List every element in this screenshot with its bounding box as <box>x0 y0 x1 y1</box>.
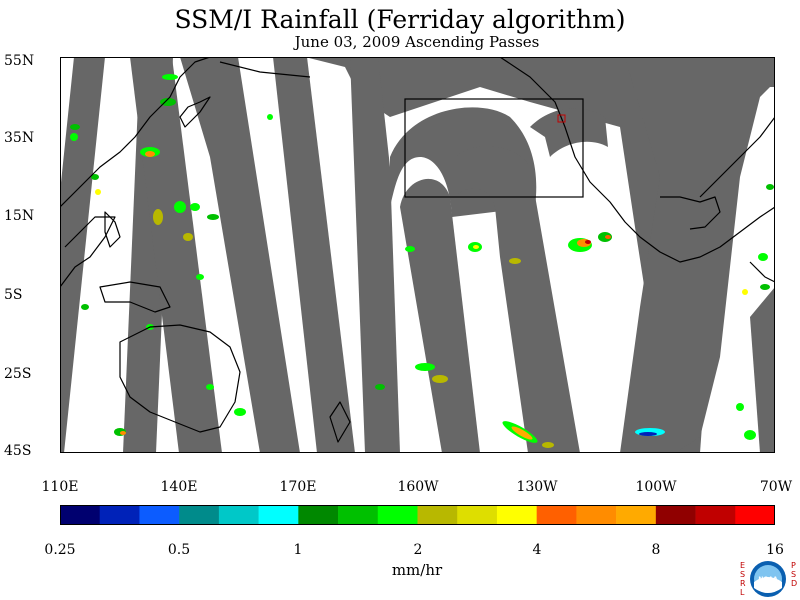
colorbar-cell <box>616 505 657 525</box>
colorbar-label-8: 8 <box>651 542 661 558</box>
swath-gap-5 <box>273 57 355 453</box>
swath-gap-11 <box>530 108 608 157</box>
swath-gap-9 <box>400 178 480 453</box>
swath-gap-12 <box>620 57 775 453</box>
colorbar-cell <box>457 505 498 525</box>
colorbar-cell <box>576 505 617 525</box>
coast-asia <box>60 57 211 208</box>
logo-center-text: NOAA <box>758 576 778 583</box>
colorbar-cell <box>377 505 418 525</box>
region-marker <box>557 114 566 123</box>
coast-north-america-east <box>699 116 775 198</box>
rain-echoes <box>70 74 774 448</box>
lon-label-130w: 130W <box>516 479 558 495</box>
colorbar <box>60 505 775 525</box>
colorbar-cell <box>695 505 736 525</box>
colorbar-cell <box>536 505 577 525</box>
lon-label-160w: 160W <box>397 479 439 495</box>
colorbar-label-05: 0.5 <box>167 542 191 558</box>
lat-label-15n: 15N <box>4 208 35 224</box>
colorbar-units: mm/hr <box>391 561 443 579</box>
colorbar-cell <box>338 505 379 525</box>
lon-label-100w: 100W <box>635 479 677 495</box>
colorbar-cell <box>218 505 259 525</box>
swath-gap-10 <box>455 146 580 453</box>
coast-se-asia <box>60 216 116 288</box>
swath-gaps <box>60 57 775 453</box>
colorbar-label-025: 0.25 <box>44 542 76 558</box>
colorbar-frame <box>60 505 775 525</box>
colorbar-cell <box>655 505 696 525</box>
colorbar-label-16: 16 <box>766 542 784 558</box>
region-box <box>404 98 584 198</box>
colorbar-cell <box>99 505 140 525</box>
coast-aleutians <box>219 61 311 78</box>
lat-label-5s: 5S <box>4 287 23 303</box>
lon-label-170e: 170E <box>279 479 317 495</box>
coast-nz <box>329 401 351 443</box>
lat-label-35n: 35N <box>4 130 35 146</box>
colorbar-label-4: 4 <box>532 542 542 558</box>
swath-gap-1 <box>60 57 105 453</box>
colorbar-cell <box>258 505 299 525</box>
swath-gap-7 <box>350 57 400 453</box>
coast-gulf <box>660 196 721 230</box>
colorbar-label-2: 2 <box>413 542 423 558</box>
lat-label-45s: 45S <box>4 443 32 459</box>
lon-label-70w: 70W <box>759 479 793 495</box>
colorbar-cell <box>735 505 775 525</box>
coast-south-america <box>749 261 775 283</box>
colorbar-cell <box>179 505 220 525</box>
coast-borneo-png <box>99 281 171 313</box>
colorbar-cell <box>496 505 537 525</box>
map-frame <box>60 57 775 453</box>
lat-label-25s: 25S <box>4 366 32 382</box>
colorbar-label-1: 1 <box>293 542 303 558</box>
colorbar-cell <box>298 505 339 525</box>
colorbar-cell <box>60 505 101 525</box>
lon-label-110e: 110E <box>41 479 79 495</box>
swath-gap-13 <box>750 287 775 453</box>
swath-gap-4 <box>180 57 300 453</box>
coast-australia <box>119 324 241 433</box>
coast-japan <box>179 96 211 128</box>
lat-label-55n: 55N <box>4 53 35 69</box>
colorbar-cell <box>139 505 180 525</box>
rainfall-map <box>60 57 775 453</box>
coast-philippines <box>104 211 121 248</box>
page-subtitle: June 03, 2009 Ascending Passes <box>294 33 540 51</box>
lon-label-140e: 140E <box>160 479 198 495</box>
page-title: SSM/I Rainfall (Ferriday algorithm) <box>174 5 626 34</box>
colorbar-cell <box>417 505 458 525</box>
